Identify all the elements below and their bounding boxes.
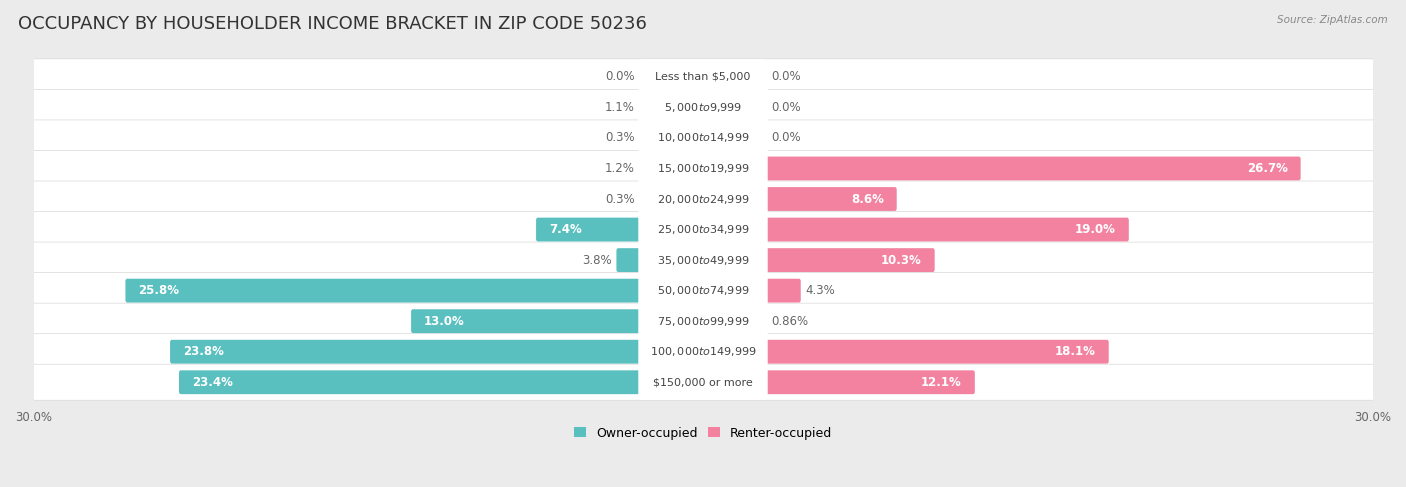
Text: $20,000 to $24,999: $20,000 to $24,999 — [657, 192, 749, 206]
FancyBboxPatch shape — [125, 279, 644, 302]
Text: $100,000 to $149,999: $100,000 to $149,999 — [650, 345, 756, 358]
Text: 1.2%: 1.2% — [605, 162, 636, 175]
FancyBboxPatch shape — [24, 120, 1382, 156]
Text: 19.0%: 19.0% — [1076, 223, 1116, 236]
FancyBboxPatch shape — [638, 303, 768, 339]
Text: $50,000 to $74,999: $50,000 to $74,999 — [657, 284, 749, 297]
FancyBboxPatch shape — [762, 370, 974, 394]
FancyBboxPatch shape — [170, 340, 644, 364]
Text: 0.86%: 0.86% — [770, 315, 808, 328]
Text: $150,000 or more: $150,000 or more — [654, 377, 752, 387]
FancyBboxPatch shape — [24, 181, 1382, 217]
Text: 0.0%: 0.0% — [606, 70, 636, 83]
FancyBboxPatch shape — [24, 90, 1382, 126]
Text: $35,000 to $49,999: $35,000 to $49,999 — [657, 254, 749, 266]
FancyBboxPatch shape — [641, 187, 696, 211]
FancyBboxPatch shape — [723, 309, 765, 333]
Text: 3.8%: 3.8% — [582, 254, 612, 266]
FancyBboxPatch shape — [638, 181, 768, 217]
Text: 0.0%: 0.0% — [770, 101, 800, 114]
FancyBboxPatch shape — [641, 95, 679, 119]
FancyBboxPatch shape — [762, 187, 897, 211]
Text: $5,000 to $9,999: $5,000 to $9,999 — [664, 101, 742, 114]
Text: 10.3%: 10.3% — [882, 254, 922, 266]
FancyBboxPatch shape — [762, 248, 935, 272]
Text: 0.3%: 0.3% — [606, 131, 636, 145]
Text: 7.4%: 7.4% — [548, 223, 582, 236]
Text: 8.6%: 8.6% — [851, 192, 884, 206]
Text: $10,000 to $14,999: $10,000 to $14,999 — [657, 131, 749, 145]
FancyBboxPatch shape — [24, 273, 1382, 309]
FancyBboxPatch shape — [762, 156, 1301, 180]
FancyBboxPatch shape — [411, 309, 644, 333]
FancyBboxPatch shape — [24, 150, 1382, 187]
FancyBboxPatch shape — [616, 248, 644, 272]
FancyBboxPatch shape — [24, 303, 1382, 339]
Text: Source: ZipAtlas.com: Source: ZipAtlas.com — [1277, 15, 1388, 25]
FancyBboxPatch shape — [536, 218, 644, 242]
Text: 18.1%: 18.1% — [1054, 345, 1095, 358]
FancyBboxPatch shape — [24, 364, 1382, 400]
Text: 12.1%: 12.1% — [921, 376, 962, 389]
FancyBboxPatch shape — [638, 151, 768, 186]
Text: 0.3%: 0.3% — [606, 192, 636, 206]
Text: $75,000 to $99,999: $75,000 to $99,999 — [657, 315, 749, 328]
Text: $25,000 to $34,999: $25,000 to $34,999 — [657, 223, 749, 236]
FancyBboxPatch shape — [24, 334, 1382, 370]
FancyBboxPatch shape — [24, 211, 1382, 247]
Text: OCCUPANCY BY HOUSEHOLDER INCOME BRACKET IN ZIP CODE 50236: OCCUPANCY BY HOUSEHOLDER INCOME BRACKET … — [18, 15, 647, 33]
FancyBboxPatch shape — [641, 156, 676, 180]
Text: 26.7%: 26.7% — [1247, 162, 1288, 175]
FancyBboxPatch shape — [638, 90, 768, 125]
FancyBboxPatch shape — [638, 334, 768, 370]
FancyBboxPatch shape — [762, 279, 801, 302]
FancyBboxPatch shape — [638, 365, 768, 400]
Text: 4.3%: 4.3% — [806, 284, 835, 297]
Text: $15,000 to $19,999: $15,000 to $19,999 — [657, 162, 749, 175]
Text: 1.1%: 1.1% — [605, 101, 636, 114]
Text: 13.0%: 13.0% — [425, 315, 465, 328]
Legend: Owner-occupied, Renter-occupied: Owner-occupied, Renter-occupied — [568, 422, 838, 445]
FancyBboxPatch shape — [24, 242, 1382, 278]
FancyBboxPatch shape — [638, 120, 768, 156]
FancyBboxPatch shape — [638, 273, 768, 308]
FancyBboxPatch shape — [638, 59, 768, 94]
Text: 23.4%: 23.4% — [193, 376, 233, 389]
Text: 25.8%: 25.8% — [138, 284, 180, 297]
FancyBboxPatch shape — [24, 59, 1382, 95]
FancyBboxPatch shape — [762, 340, 1109, 364]
Text: 0.0%: 0.0% — [770, 70, 800, 83]
FancyBboxPatch shape — [762, 218, 1129, 242]
FancyBboxPatch shape — [179, 370, 644, 394]
Text: 0.0%: 0.0% — [770, 131, 800, 145]
Text: Less than $5,000: Less than $5,000 — [655, 72, 751, 82]
FancyBboxPatch shape — [638, 243, 768, 278]
Text: 23.8%: 23.8% — [183, 345, 224, 358]
FancyBboxPatch shape — [641, 126, 696, 150]
FancyBboxPatch shape — [638, 212, 768, 247]
